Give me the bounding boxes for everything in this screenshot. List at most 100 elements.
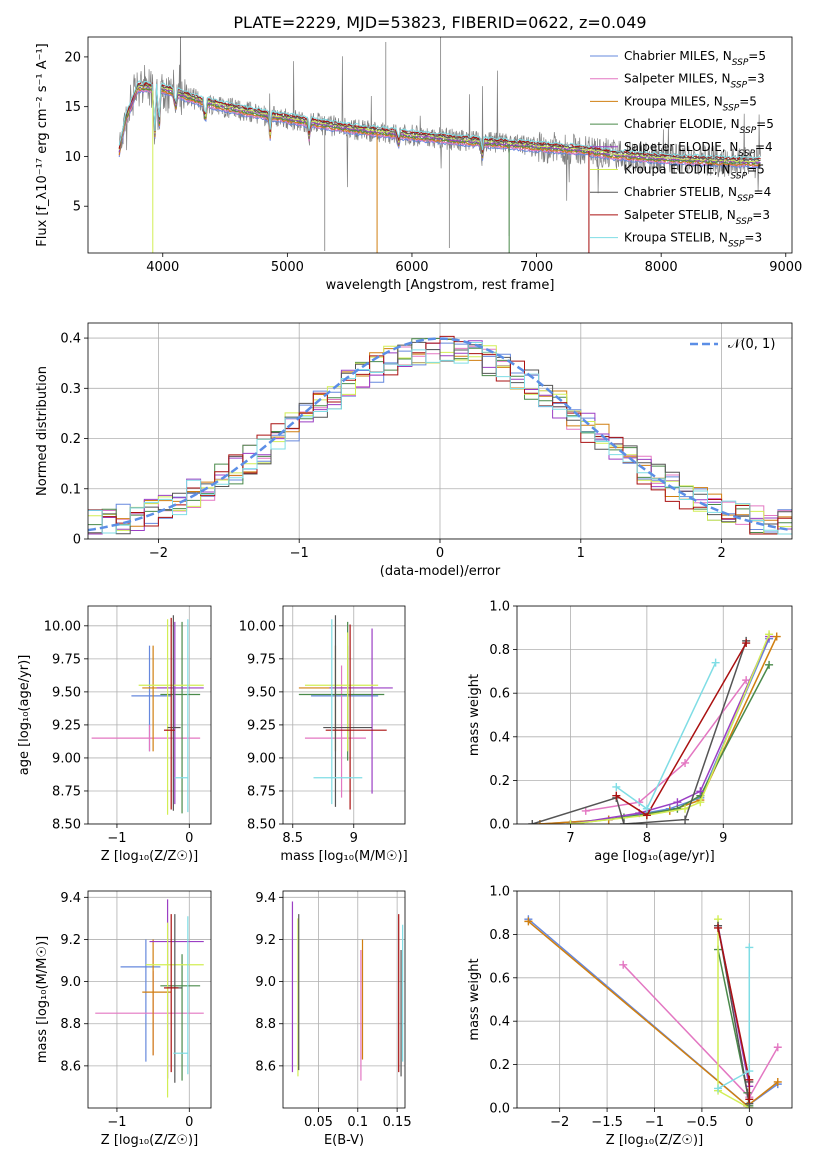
mass-weight-marker — [711, 658, 720, 667]
y-tick-label: 9.0 — [60, 975, 81, 990]
panel-spectrum: 4000 5000 6000 7000 8000 9000 5 10 15 20 wavelengt… — [35, 36, 802, 293]
y-tick-label: 9.2 — [60, 933, 81, 948]
x-tick-label: 9000 — [769, 260, 802, 275]
legend-label: Salpeter STELIB, NSSP=3 — [624, 208, 770, 227]
y-tick-label: 0.6 — [489, 971, 510, 986]
x-tick-label: −0.5 — [686, 1115, 718, 1130]
figure-title: PLATE=2229, MJD=53823, FIBERID=0622, z=0… — [233, 13, 646, 32]
model-spectrum-line — [118, 80, 761, 160]
panel-residuals: −2 −1 0 1 2 0 0.1 0.2 0.3 0.4 (data-model)/error No… — [35, 322, 793, 579]
legend-label: Kroupa ELODIE, NSSP=5 — [624, 163, 765, 182]
axes-frame — [87, 36, 793, 254]
legend-label: Salpeter ELODIE, NSSP=4 — [624, 140, 773, 159]
x-tick-label: 8 — [643, 831, 651, 846]
y-tick-label: 10.00 — [239, 619, 276, 634]
legend-model-name: Chabrier MILES — [624, 49, 715, 63]
x-axis-label: age [log₁₀(age/yr)] — [594, 849, 715, 864]
legend-label: Chabrier ELODIE, NSSP=5 — [624, 117, 774, 136]
y-axis-label: Normed distribution — [35, 366, 50, 496]
y-tick-label: 8.6 — [255, 1059, 276, 1074]
mass-weight-marker — [524, 917, 533, 926]
y-tick-label: 0.1 — [60, 482, 81, 497]
y-tick-label: 15 — [64, 100, 81, 115]
legend-nssp-prefix: , N — [715, 49, 732, 63]
mass-weight-marker — [642, 804, 651, 813]
legend-nssp-value: 3 — [762, 208, 770, 222]
legend-label: Chabrier STELIB, NSSP=4 — [624, 185, 771, 204]
y-tick-label: 0.8 — [489, 643, 510, 658]
legend-nssp-subscript: SSP — [728, 240, 745, 250]
x-axis-label: Z [log₁₀(Z/Z☉)] — [101, 849, 198, 864]
legend-nssp-value: 4 — [764, 185, 772, 199]
legend-model-name: Kroupa ELODIE — [624, 163, 714, 177]
axes-frame — [282, 605, 406, 825]
model-spectrum-line — [118, 84, 761, 163]
x-axis-label: wavelength [Angstrom, rest frame] — [326, 278, 555, 293]
y-axis-label: mass weight — [467, 674, 482, 756]
y-tick-label: 10.00 — [44, 619, 81, 634]
mass-weight-line — [615, 662, 717, 810]
y-tick-label: 8.6 — [60, 1059, 81, 1074]
mass-weight-marker — [619, 960, 628, 969]
residual-histogram-step — [88, 341, 792, 535]
mass-weight-line — [570, 636, 770, 824]
mass-weight-line — [615, 642, 747, 817]
mass-weight-marker — [612, 782, 621, 791]
legend-nssp-subscript: SSP — [740, 126, 757, 136]
y-tick-label: 1.0 — [489, 885, 510, 900]
mass-weight-marker — [714, 923, 723, 932]
y-tick-label: 0.0 — [489, 818, 510, 833]
mass-weight-marker — [612, 791, 621, 800]
legend-model-name: Salpeter STELIB — [624, 208, 719, 222]
panel-age-vs-Z: −1 0 8.50 8.75 9.00 9.25 9.50 9.75 10.00 Z [log₁₀… — [17, 605, 212, 864]
y-tick-label: 0.0 — [489, 1102, 510, 1117]
legend-nssp-subscript: SSP — [732, 58, 749, 68]
x-tick-label: 0.05 — [304, 1115, 333, 1130]
legend-nssp-value: 5 — [758, 49, 766, 63]
legend-label: Chabrier MILES, NSSP=5 — [624, 49, 766, 68]
x-tick-label: 6000 — [395, 260, 428, 275]
mass-weight-marker — [673, 798, 682, 807]
plot-area — [88, 606, 211, 824]
panel-mass-weight-vs-age: 7 8 9 0.0 0.2 0.4 0.6 0.8 1.0 age [log₁₀(age/yr)]… — [467, 600, 793, 864]
mass-weight-marker — [773, 1077, 782, 1086]
x-tick-label: 0 — [185, 831, 193, 846]
legend-nssp-eq: = — [739, 94, 749, 108]
x-axis-label: (data-model)/error — [380, 564, 501, 579]
axes-frame — [87, 605, 212, 825]
y-tick-label: 0.8 — [489, 928, 510, 943]
y-tick-label: 8.50 — [52, 818, 81, 833]
x-tick-label: 9 — [350, 831, 358, 846]
x-tick-label: 2 — [717, 546, 725, 561]
y-tick-label: 8.8 — [255, 1017, 276, 1032]
legend-nssp-subscript: SSP — [738, 149, 755, 159]
mass-weight-marker — [681, 758, 690, 767]
mass-weight-marker — [566, 820, 575, 824]
mass-weight-line — [585, 679, 747, 812]
legend-nssp-prefix: , N — [719, 208, 736, 222]
mass-weight-line — [717, 949, 751, 1106]
y-tick-label: 9.2 — [255, 933, 276, 948]
mass-weight-marker — [619, 820, 628, 824]
legend-label: Kroupa MILES, NSSP=5 — [624, 94, 757, 113]
x-axis-label: Z [log₁₀(Z/Z☉)] — [101, 1133, 198, 1148]
legend-nssp-subscript: SSP — [731, 81, 748, 91]
mass-weight-marker — [745, 1075, 754, 1084]
x-tick-label: −1 — [107, 831, 126, 846]
legend-nssp-prefix: , N — [711, 231, 728, 245]
mass-weight-marker — [696, 787, 705, 796]
legend-nssp-subscript: SSP — [723, 103, 740, 113]
legend-nssp-eq: = — [747, 72, 757, 86]
x-tick-label: 0 — [185, 1115, 193, 1130]
legend-nssp-prefix: , N — [706, 94, 723, 108]
legend-nssp-eq: = — [754, 185, 764, 199]
legend-nssp-subscript: SSP — [731, 172, 748, 182]
legend-nssp-prefix: , N — [714, 163, 731, 177]
mass-weight-marker — [528, 820, 537, 824]
legend-nssp-value: 5 — [766, 117, 774, 131]
y-axis-label: mass [log₁₀(M/M☉)] — [35, 936, 50, 1063]
axes-frame — [87, 322, 793, 540]
mass-weight-marker — [773, 1043, 782, 1052]
y-tick-label: 5 — [73, 200, 81, 215]
legend-model-name: Chabrier STELIB — [624, 185, 720, 199]
